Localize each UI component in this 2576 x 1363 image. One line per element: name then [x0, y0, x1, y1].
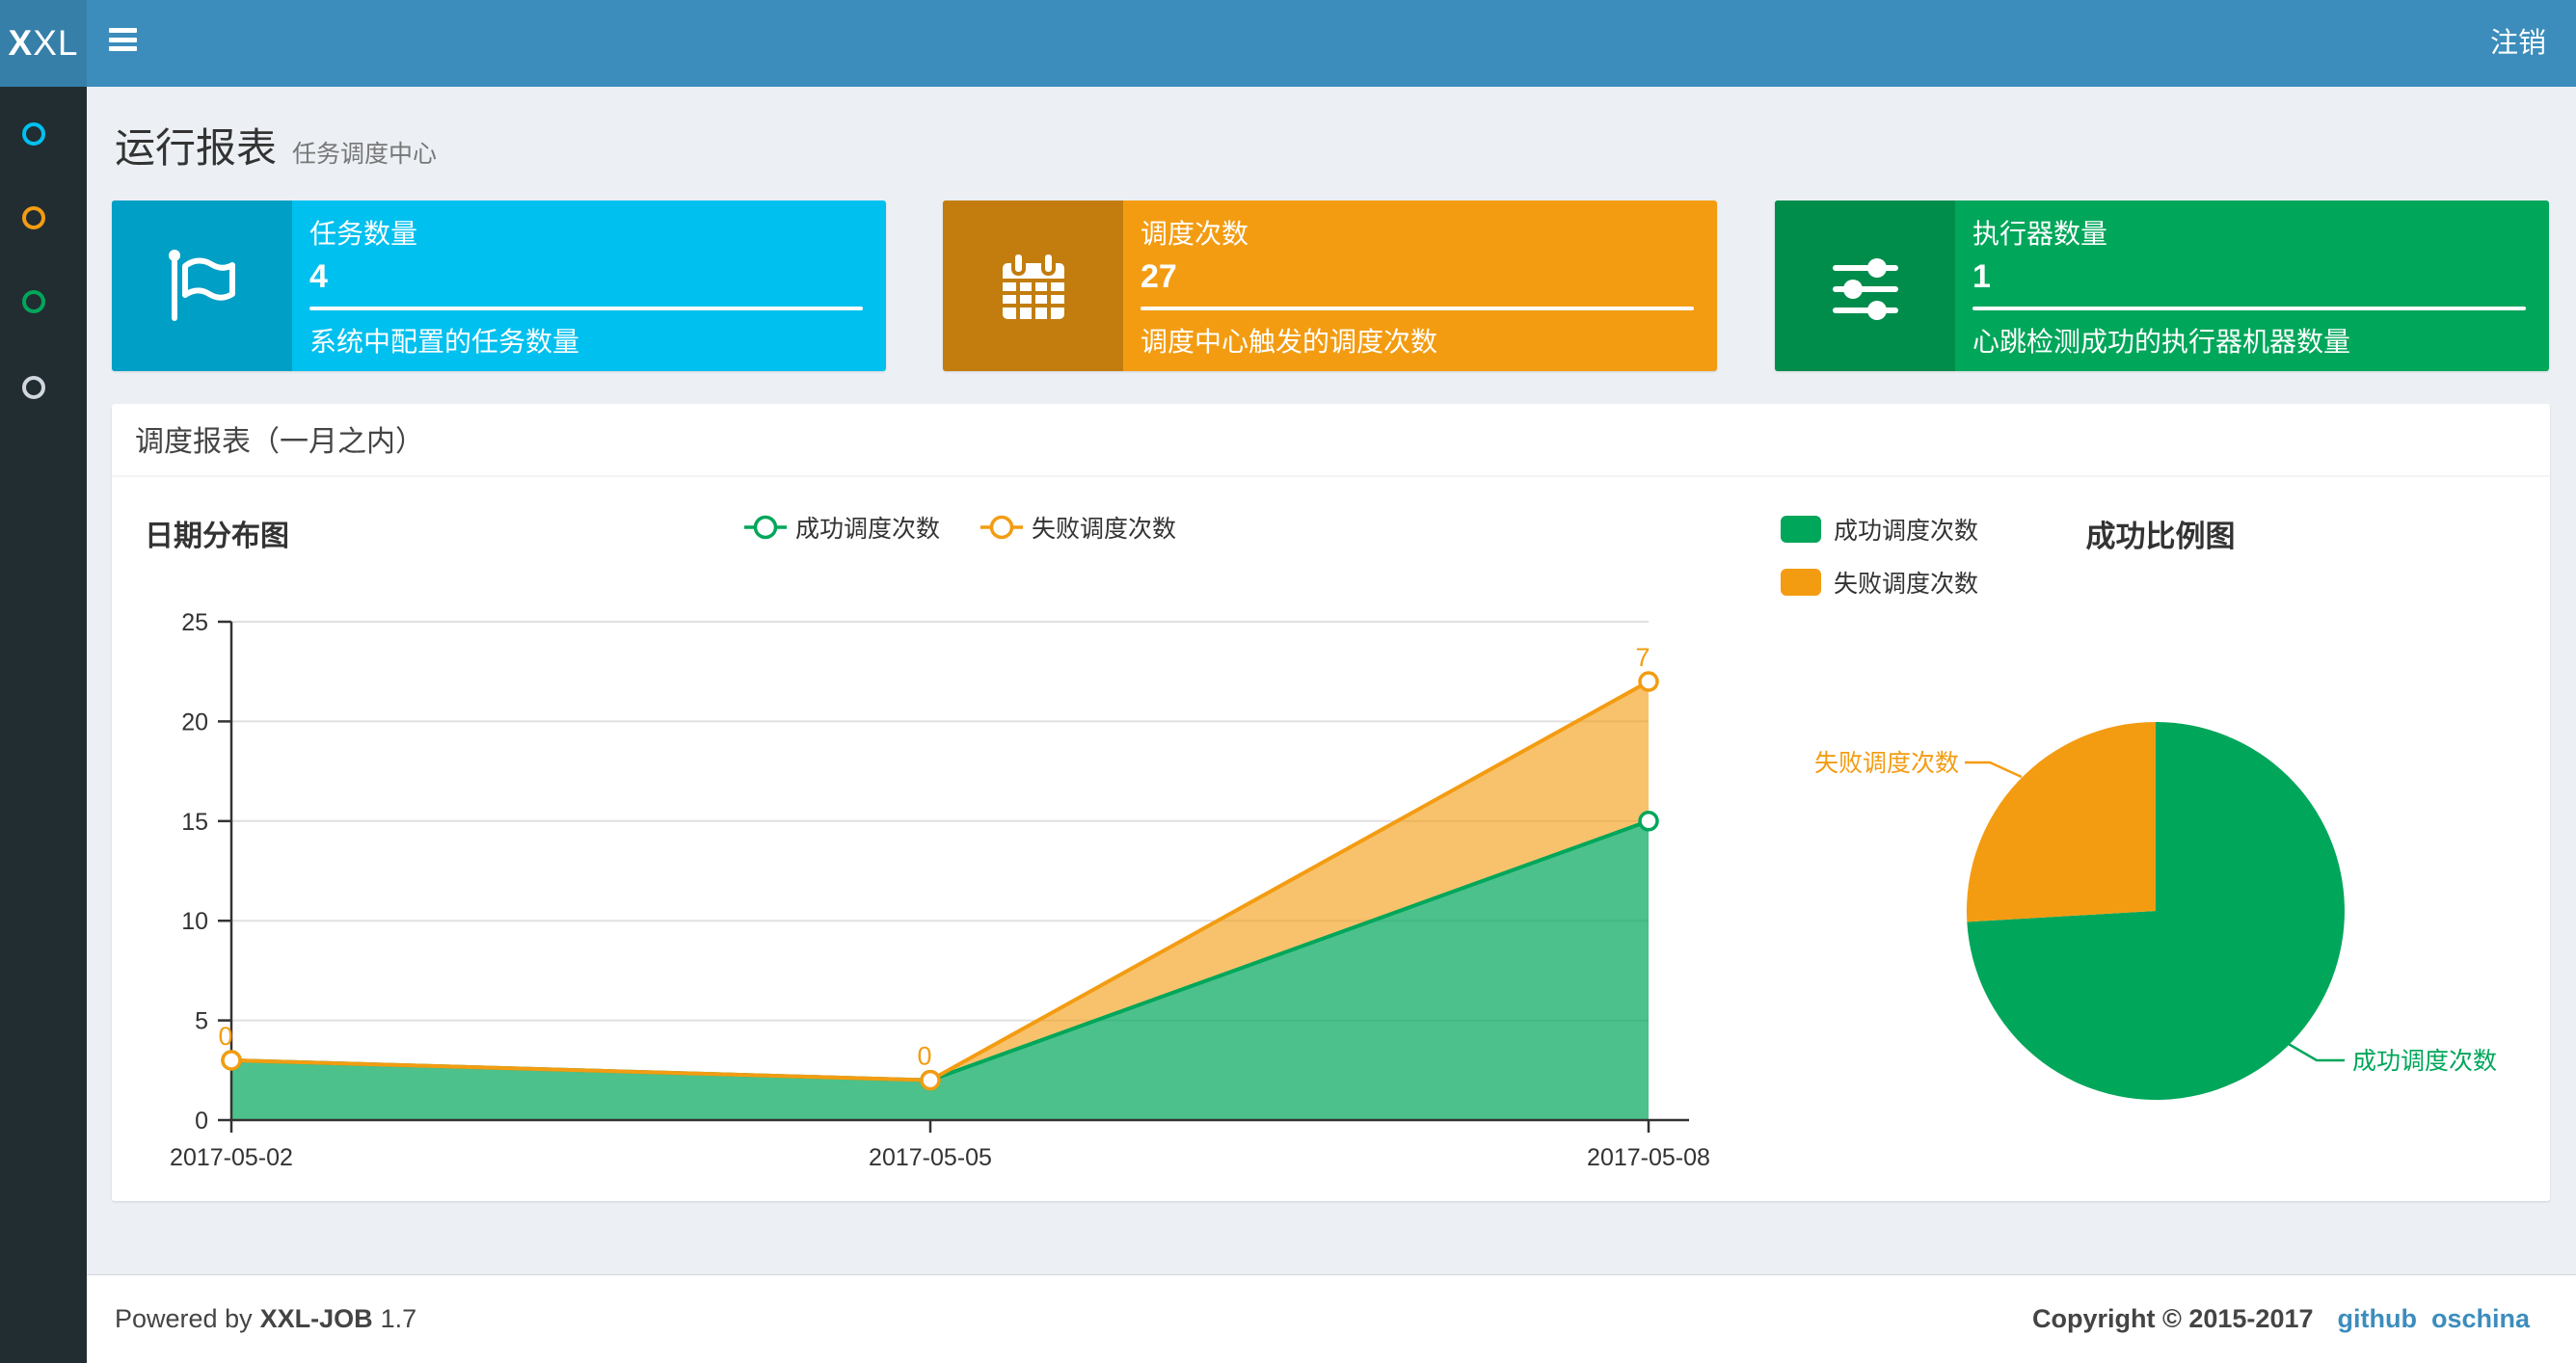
copyright-text: Copyright © 2015-2017: [2031, 1304, 2314, 1333]
card-divider: [1140, 307, 1694, 310]
product-version: 1.7: [380, 1304, 417, 1333]
calendar-icon: [943, 200, 1123, 371]
card-value: 4: [309, 258, 328, 295]
pie-chart-legend: 成功调度次数 失败调度次数: [1781, 512, 1978, 618]
job-count-card: 任务数量 4 系统中配置的任务数量: [112, 200, 886, 371]
page-footer: Powered by XXL-JOB 1.7 Copyright © 2015-20…: [87, 1274, 2576, 1363]
card-divider: [1972, 307, 2526, 310]
product-name: XXL-JOB: [259, 1304, 373, 1333]
sidebar-item-3-circle-icon[interactable]: [22, 290, 45, 313]
card-title: 任务数量: [309, 219, 418, 249]
panel-title: 调度报表（一月之内）: [112, 404, 2550, 477]
page-title-text: 运行报表: [115, 125, 278, 171]
legend-label: 失败调度次数: [1032, 516, 1177, 543]
card-title: 调度次数: [1140, 219, 1249, 249]
hamburger-menu-icon[interactable]: [102, 28, 143, 61]
legend-swatch: [1781, 516, 1821, 543]
legend-item-success[interactable]: 成功调度次数: [1781, 512, 1978, 547]
svg-text:2017-05-05: 2017-05-05: [869, 1144, 992, 1171]
svg-text:15: 15: [181, 809, 208, 836]
top-navbar: XXL 注销: [0, 0, 2576, 87]
trigger-count-card: 调度次数 27 调度中心触发的调度次数: [943, 200, 1717, 371]
legend-label: 失败调度次数: [1834, 571, 1979, 598]
legend-item-fail[interactable]: 失败调度次数: [980, 510, 1176, 545]
svg-text:25: 25: [181, 609, 208, 636]
svg-text:0: 0: [218, 1022, 232, 1051]
app-logo[interactable]: XXL: [0, 0, 87, 87]
card-title: 执行器数量: [1972, 219, 2108, 249]
svg-text:5: 5: [195, 1008, 208, 1035]
svg-text:10: 10: [181, 908, 208, 935]
sidebar-item-4-circle-icon[interactable]: [22, 376, 45, 399]
sliders-icon: [1775, 200, 1955, 371]
flag-icon: [112, 200, 292, 371]
powered-by-prefix: Powered by: [115, 1304, 253, 1333]
executor-count-card: 执行器数量 1 心跳检测成功的执行器机器数量: [1775, 200, 2549, 371]
schedule-report-panel: 调度报表（一月之内） 日期分布图 成功调度次数 失败调度次数 0 5 10 15 20 2…: [112, 404, 2550, 1201]
svg-text:2017-05-02: 2017-05-02: [170, 1144, 293, 1171]
page-title: 运行报表 任务调度中心: [115, 116, 437, 174]
legend-swatch: [1781, 569, 1821, 596]
logout-link[interactable]: 注销: [2489, 28, 2546, 59]
svg-text:成功调度次数: 成功调度次数: [2352, 1048, 2497, 1075]
card-description: 心跳检测成功的执行器机器数量: [1972, 327, 2351, 357]
github-link[interactable]: github: [2337, 1304, 2417, 1333]
card-description: 调度中心触发的调度次数: [1140, 327, 1438, 357]
sidebar-item-1-circle-icon[interactable]: [22, 122, 45, 146]
legend-label: 成功调度次数: [1834, 518, 1979, 545]
line-chart-legend: 成功调度次数 失败调度次数: [690, 510, 1230, 545]
sidebar-item-2-circle-icon[interactable]: [22, 206, 45, 229]
svg-text:0: 0: [195, 1108, 208, 1135]
svg-text:2017-05-08: 2017-05-08: [1587, 1144, 1710, 1171]
card-divider: [309, 307, 863, 310]
line-marker-icon: [743, 515, 787, 540]
line-marker-icon: [980, 515, 1023, 540]
legend-label: 成功调度次数: [794, 516, 940, 543]
pie-chart-title: 成功比例图: [2085, 520, 2236, 553]
card-value: 27: [1140, 258, 1177, 295]
svg-text:7: 7: [1635, 643, 1650, 672]
svg-text:0: 0: [917, 1042, 931, 1071]
oschina-link[interactable]: oschina: [2430, 1304, 2530, 1333]
card-value: 1: [1972, 258, 1991, 295]
svg-text:20: 20: [181, 708, 208, 735]
svg-text:失败调度次数: 失败调度次数: [1814, 750, 1959, 777]
page-subtitle: 任务调度中心: [292, 141, 438, 168]
line-chart-title: 日期分布图: [145, 521, 289, 552]
legend-item-fail[interactable]: 失败调度次数: [1781, 565, 1978, 600]
powered-by-text: Powered by XXL-JOB 1.7: [115, 1304, 416, 1334]
legend-item-success[interactable]: 成功调度次数: [743, 510, 940, 545]
sidebar: [0, 87, 87, 1363]
card-description: 系统中配置的任务数量: [309, 327, 580, 357]
